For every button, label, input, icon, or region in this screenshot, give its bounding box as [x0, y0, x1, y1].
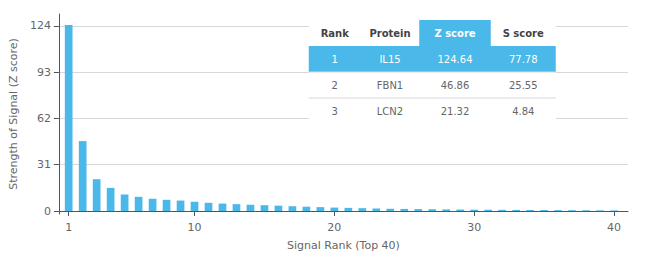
svg-text:62: 62	[37, 112, 51, 125]
svg-text:1: 1	[65, 221, 72, 234]
svg-text:1: 1	[332, 54, 338, 65]
svg-text:30: 30	[467, 221, 481, 234]
svg-text:0: 0	[44, 205, 51, 218]
svg-text:Z score: Z score	[434, 28, 475, 39]
svg-text:40: 40	[607, 221, 621, 234]
svg-text:93: 93	[37, 66, 51, 79]
svg-text:2: 2	[332, 80, 338, 91]
svg-text:46.86: 46.86	[441, 80, 470, 91]
svg-text:10: 10	[188, 221, 202, 234]
svg-text:21.32: 21.32	[441, 106, 470, 117]
svg-text:20: 20	[327, 221, 341, 234]
svg-text:Protein: Protein	[369, 28, 410, 39]
svg-text:Strength of Signal (Z score): Strength of Signal (Z score)	[7, 38, 20, 190]
svg-text:4.84: 4.84	[512, 106, 534, 117]
svg-text:Rank: Rank	[321, 28, 350, 39]
svg-text:124.64: 124.64	[438, 54, 473, 65]
svg-text:IL15: IL15	[379, 54, 400, 65]
svg-text:Signal Rank (Top 40): Signal Rank (Top 40)	[287, 239, 400, 252]
svg-text:S score: S score	[503, 28, 544, 39]
svg-text:77.78: 77.78	[509, 54, 538, 65]
svg-text:3: 3	[332, 106, 338, 117]
svg-text:LCN2: LCN2	[377, 106, 403, 117]
svg-text:124: 124	[30, 19, 51, 32]
svg-text:25.55: 25.55	[509, 80, 538, 91]
svg-text:31: 31	[37, 158, 51, 171]
svg-text:FBN1: FBN1	[377, 80, 403, 91]
